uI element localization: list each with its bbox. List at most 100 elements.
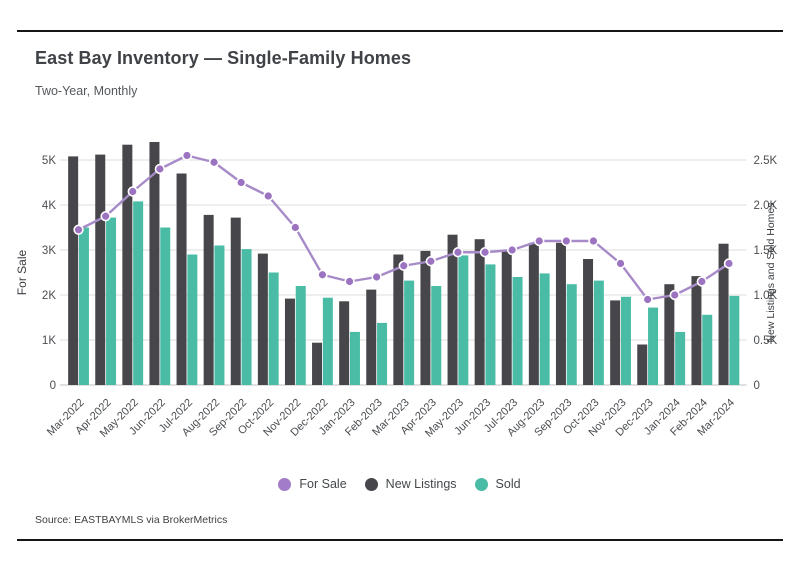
bar-sold [539, 273, 550, 385]
for-sale-dot-icon [278, 477, 292, 491]
right-axis-tick: 0 [754, 380, 760, 392]
right-axis-tick: 0.5K [754, 335, 778, 347]
bar-new-listings [339, 301, 350, 385]
source-note: Source: EASTBAYMLS via BrokerMetrics [35, 514, 228, 526]
for-sale-marker [534, 235, 545, 247]
right-axis-tick: 2.0K [754, 200, 778, 212]
right-axis-tick: 1.0K [754, 290, 778, 302]
bar-new-listings [474, 239, 485, 385]
bar-sold [620, 296, 631, 385]
for-sale-marker [588, 235, 599, 247]
bar-sold [566, 284, 577, 385]
bar-sold [404, 280, 415, 385]
left-axis-tick: 2K [42, 290, 56, 302]
bar-new-listings [257, 253, 268, 385]
bar-sold [458, 255, 469, 385]
bar-sold [187, 254, 198, 385]
bar-sold [431, 286, 442, 385]
for-sale-marker [506, 244, 518, 256]
bar-new-listings [637, 344, 648, 385]
for-sale-marker [669, 289, 680, 301]
bar-new-listings [610, 300, 621, 385]
bar-new-listings [447, 234, 458, 385]
legend-item-for-sale: For Sale [278, 477, 347, 491]
left-axis-tick: 1K [42, 335, 56, 347]
legend-label: Sold [495, 477, 521, 491]
bar-sold [268, 272, 279, 385]
bar-sold [593, 280, 604, 385]
bar-new-listings [664, 284, 675, 385]
bar-new-listings [583, 259, 594, 385]
left-axis-tick: 5K [42, 155, 56, 167]
for-sale-marker [235, 177, 247, 188]
bar-new-listings [284, 298, 295, 385]
for-sale-marker [263, 190, 274, 202]
for-sale-marker [642, 294, 653, 305]
left-axis-tick: 3K [42, 245, 56, 257]
for-sale-marker [317, 269, 328, 280]
bar-sold [485, 264, 496, 385]
legend-item-new-listings: New Listings [364, 477, 457, 491]
bottom-rule [17, 539, 783, 541]
bar-sold [377, 322, 388, 385]
bar-sold [322, 297, 333, 385]
for-sale-marker [344, 276, 355, 287]
bar-new-listings [691, 276, 702, 385]
left-axis-tick: 4K [42, 200, 56, 212]
bar-sold [133, 201, 144, 385]
bar-sold [295, 286, 306, 385]
chart-title: East Bay Inventory — Single-Family Homes [35, 48, 412, 68]
bar-new-listings [528, 242, 539, 385]
bar-sold [648, 307, 659, 385]
for-sale-marker [723, 258, 735, 269]
for-sale-marker [371, 271, 382, 283]
bar-sold [241, 249, 252, 385]
legend-item-sold: Sold [474, 477, 521, 491]
for-sale-marker [100, 211, 111, 222]
chart-subtitle: Two-Year, Monthly [35, 84, 138, 98]
for-sale-marker [208, 157, 220, 168]
top-rule [17, 30, 783, 32]
bar-sold [78, 227, 89, 385]
right-axis-tick: 2.5K [754, 155, 778, 167]
right-axis-title: New Listings and Sold Homes [765, 202, 777, 342]
bar-sold [512, 277, 523, 385]
for-sale-marker [452, 247, 464, 258]
for-sale-marker [561, 235, 572, 247]
for-sale-marker [696, 276, 708, 287]
bar-new-listings [68, 156, 79, 385]
for-sale-marker [73, 224, 84, 235]
legend-label: For Sale [299, 477, 347, 491]
bar-new-listings [366, 289, 377, 385]
for-sale-marker [425, 256, 437, 267]
left-axis-title: For Sale [15, 250, 29, 296]
bar-new-listings [203, 214, 214, 385]
bar-new-listings [312, 342, 323, 385]
bar-new-listings [95, 154, 106, 385]
bar-sold [702, 314, 713, 385]
sold-dot-icon [474, 477, 488, 491]
bar-new-listings [122, 144, 133, 385]
left-axis-tick: 0 [50, 380, 56, 392]
for-sale-marker [290, 222, 301, 233]
bar-new-listings [718, 243, 729, 385]
bar-new-listings [230, 217, 241, 385]
for-sale-marker [615, 258, 626, 269]
bar-new-listings [176, 173, 187, 385]
chart-legend: For Sale New Listings Sold [0, 477, 799, 491]
bar-sold [214, 245, 225, 385]
legend-label: New Listings [385, 477, 457, 491]
bar-new-listings [393, 254, 404, 385]
bar-sold [349, 331, 360, 385]
bar-new-listings [149, 142, 160, 385]
right-axis-tick: 1.5K [754, 245, 778, 257]
for-sale-marker [398, 260, 409, 271]
bar-sold [729, 295, 740, 385]
for-sale-marker [181, 150, 193, 161]
new-listings-dot-icon [364, 477, 378, 491]
bar-sold [675, 331, 686, 385]
for-sale-line [78, 154, 730, 301]
for-sale-marker [127, 186, 138, 197]
